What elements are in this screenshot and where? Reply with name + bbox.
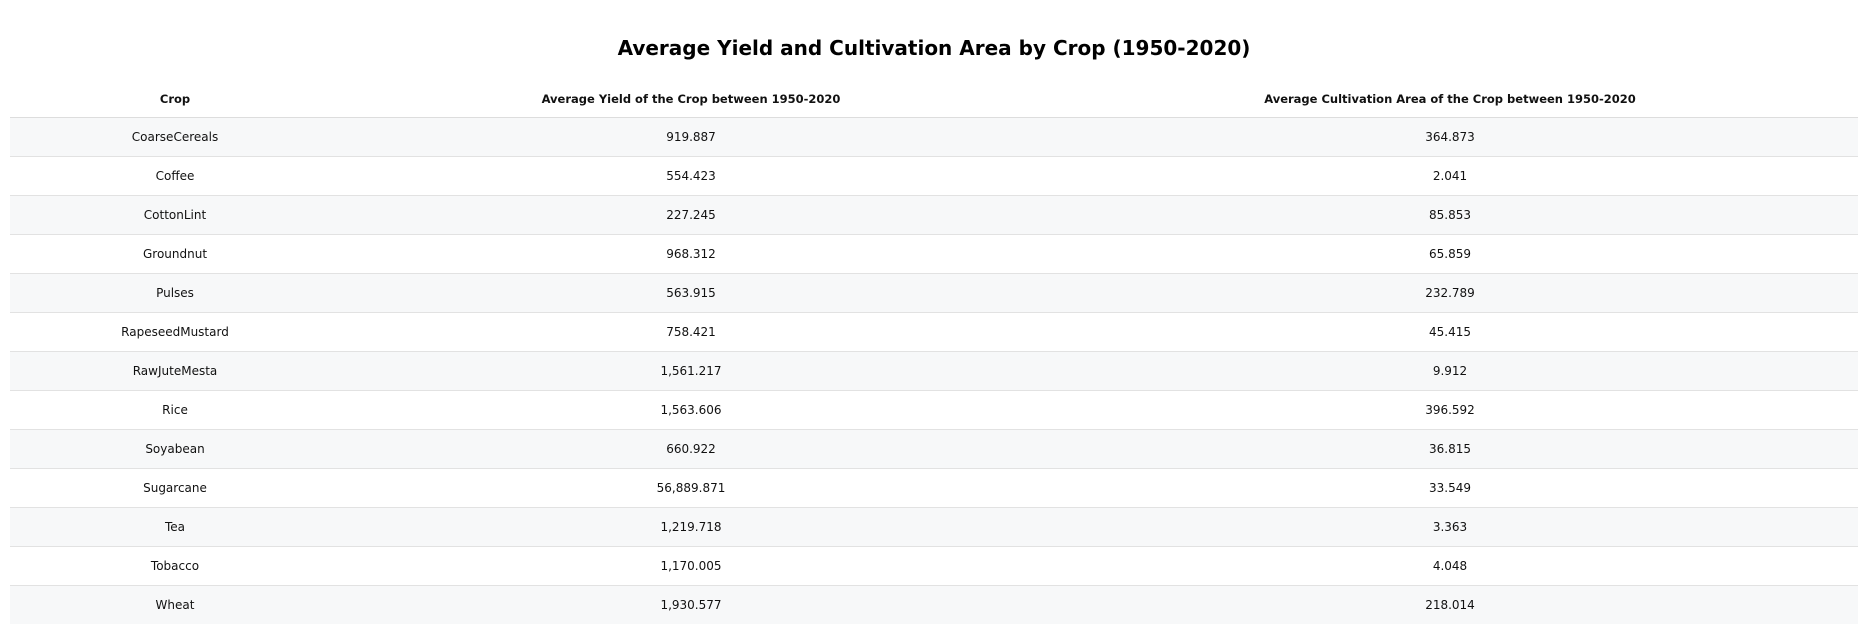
table-row: Soyabean 660.922 36.815 [10,429,1858,469]
cell-average-yield: 1,219.718 [340,507,1042,547]
cell-crop: Tobacco [10,546,340,586]
table-row: Coffee 554.423 2.041 [10,156,1858,196]
table-row: Groundnut 968.312 65.859 [10,234,1858,274]
cell-crop: CottonLint [10,195,340,235]
crop-table: Crop Average Yield of the Crop between 1… [10,80,1858,624]
cell-average-area: 85.853 [1042,195,1858,235]
table-row: Tobacco 1,170.005 4.048 [10,546,1858,586]
table-header-row: Crop Average Yield of the Crop between 1… [10,80,1858,118]
cell-average-area: 65.859 [1042,234,1858,274]
cell-average-area: 364.873 [1042,117,1858,157]
cell-average-yield: 1,170.005 [340,546,1042,586]
cell-average-area: 4.048 [1042,546,1858,586]
cell-average-yield: 227.245 [340,195,1042,235]
table-row: Pulses 563.915 232.789 [10,273,1858,313]
table-row: Tea 1,219.718 3.363 [10,507,1858,547]
cell-average-area: 396.592 [1042,390,1858,430]
table-row: Rice 1,563.606 396.592 [10,390,1858,430]
cell-average-area: 9.912 [1042,351,1858,391]
cell-average-yield: 563.915 [340,273,1042,313]
cell-average-area: 232.789 [1042,273,1858,313]
cell-crop: Soyabean [10,429,340,469]
cell-crop: Tea [10,507,340,547]
cell-crop: Groundnut [10,234,340,274]
table-body: CoarseCereals 919.887 364.873 Coffee 554.423… [10,117,1858,624]
cell-crop: Rice [10,390,340,430]
column-header-average-yield: Average Yield of the Crop between 1950-2… [340,80,1042,118]
column-header-crop: Crop [10,80,340,118]
table-row: CoarseCereals 919.887 364.873 [10,117,1858,157]
table-row: Sugarcane 56,889.871 33.549 [10,468,1858,508]
cell-average-area: 33.549 [1042,468,1858,508]
cell-average-yield: 660.922 [340,429,1042,469]
cell-average-yield: 968.312 [340,234,1042,274]
cell-average-area: 2.041 [1042,156,1858,196]
cell-average-yield: 919.887 [340,117,1042,157]
table-row: CottonLint 227.245 85.853 [10,195,1858,235]
cell-average-yield: 758.421 [340,312,1042,352]
table-row: Wheat 1,930.577 218.014 [10,585,1858,624]
cell-average-area: 218.014 [1042,585,1858,624]
cell-crop: RawJuteMesta [10,351,340,391]
cell-average-yield: 1,930.577 [340,585,1042,624]
cell-average-yield: 554.423 [340,156,1042,196]
cell-crop: RapeseedMustard [10,312,340,352]
cell-average-area: 3.363 [1042,507,1858,547]
table-row: RawJuteMesta 1,561.217 9.912 [10,351,1858,391]
cell-crop: Pulses [10,273,340,313]
cell-crop: Wheat [10,585,340,624]
cell-crop: CoarseCereals [10,117,340,157]
table-row: RapeseedMustard 758.421 45.415 [10,312,1858,352]
cell-crop: Sugarcane [10,468,340,508]
column-header-average-area: Average Cultivation Area of the Crop bet… [1042,80,1858,118]
cell-average-area: 36.815 [1042,429,1858,469]
cell-average-area: 45.415 [1042,312,1858,352]
cell-average-yield: 56,889.871 [340,468,1042,508]
chart-title: Average Yield and Cultivation Area by Cr… [617,36,1251,60]
cell-average-yield: 1,561.217 [340,351,1042,391]
cell-crop: Coffee [10,156,340,196]
cell-average-yield: 1,563.606 [340,390,1042,430]
